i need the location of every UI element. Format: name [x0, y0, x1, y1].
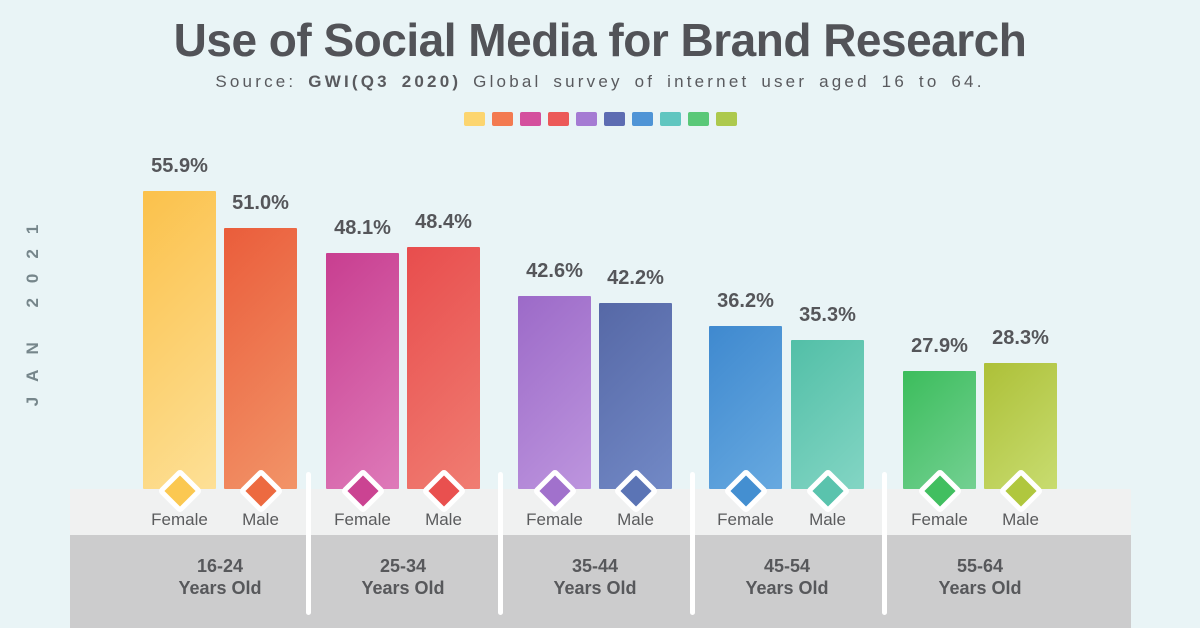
gender-label-male-16-24: Male [242, 510, 279, 529]
value-label-female-35-44: 42.6% [526, 260, 583, 282]
gender-label-female-35-44: Female [526, 510, 583, 529]
color-legend-strip [0, 112, 1200, 126]
years-old-text: Years Old [178, 578, 262, 598]
legend-swatch-6 [603, 112, 625, 126]
bar-female-25-34 [326, 253, 399, 489]
legend-swatch-1 [463, 112, 485, 126]
years-old-text: Years Old [938, 578, 1022, 598]
value-label-female-55-64: 27.9% [911, 335, 968, 357]
date-side-label: JAN 2021 [23, 209, 42, 407]
age-group-label-55-64: 55-64 Years Old [890, 555, 1070, 599]
gender-label-male-35-44: Male [617, 510, 654, 529]
value-label-female-16-24: 55.9% [151, 155, 208, 177]
age-range-text: 35-44 [571, 556, 619, 576]
value-label-male-25-34: 48.4% [415, 211, 472, 233]
bar-male-16-24 [224, 228, 297, 489]
bar-female-35-44 [518, 296, 591, 489]
group-divider-1 [306, 472, 311, 615]
gender-label-male-25-34: Male [425, 510, 462, 529]
age-group-label-25-34: 25-34 Years Old [313, 555, 493, 599]
legend-swatch-7 [631, 112, 653, 126]
gender-label-female-45-54: Female [717, 510, 774, 529]
years-old-text: Years Old [553, 578, 637, 598]
legend-swatch-10 [715, 112, 737, 126]
gender-label-male-55-64: Male [1002, 510, 1039, 529]
age-group-label-45-54: 45-54 Years Old [697, 555, 877, 599]
source-quarter: GWI(Q3 2020) [308, 72, 462, 91]
source-prefix: Source: [215, 72, 309, 91]
value-label-female-25-34: 48.1% [334, 217, 391, 239]
legend-swatch-9 [687, 112, 709, 126]
legend-swatch-5 [575, 112, 597, 126]
bar-male-55-64 [984, 363, 1057, 489]
age-range-text: 25-34 [379, 556, 427, 576]
bar-male-45-54 [791, 340, 864, 489]
gender-label-female-16-24: Female [151, 510, 208, 529]
age-range-text: 45-54 [763, 556, 811, 576]
age-label-band [70, 535, 1131, 628]
group-divider-2 [498, 472, 503, 615]
page-title: Use of Social Media for Brand Research [173, 14, 1027, 66]
value-label-female-45-54: 36.2% [717, 290, 774, 312]
years-old-text: Years Old [745, 578, 829, 598]
bar-male-25-34 [407, 247, 480, 489]
legend-swatch-4 [547, 112, 569, 126]
bar-male-35-44 [599, 303, 672, 489]
value-label-male-45-54: 35.3% [799, 304, 856, 326]
age-group-label-16-24: 16-24 Years Old [130, 555, 310, 599]
source-line: Source: GWI(Q3 2020) Global survey of in… [0, 72, 1200, 92]
gender-label-male-45-54: Male [809, 510, 846, 529]
value-label-male-16-24: 51.0% [232, 192, 289, 214]
group-divider-3 [690, 472, 695, 615]
age-range-text: 55-64 [956, 556, 1004, 576]
source-suffix: Global survey of internet user aged 16 t… [461, 72, 985, 91]
bar-female-16-24 [143, 191, 216, 489]
age-range-text: 16-24 [196, 556, 244, 576]
bar-female-45-54 [709, 326, 782, 489]
age-group-label-35-44: 35-44 Years Old [505, 555, 685, 599]
legend-swatch-2 [491, 112, 513, 126]
value-label-male-55-64: 28.3% [992, 327, 1049, 349]
value-label-male-35-44: 42.2% [607, 267, 664, 289]
group-divider-4 [882, 472, 887, 615]
gender-label-female-25-34: Female [334, 510, 391, 529]
legend-swatch-8 [659, 112, 681, 126]
legend-swatch-3 [519, 112, 541, 126]
years-old-text: Years Old [361, 578, 445, 598]
gender-label-female-55-64: Female [911, 510, 968, 529]
